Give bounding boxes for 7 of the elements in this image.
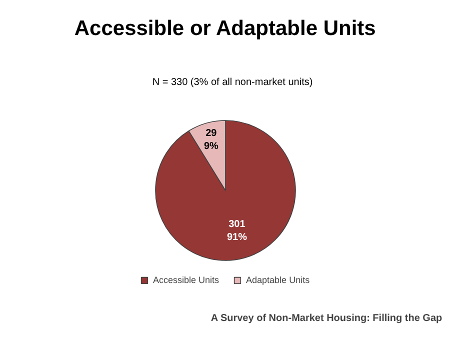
data-label: 301 91% [226, 218, 248, 244]
legend-label: Adaptable Units [246, 275, 310, 285]
legend-label: Accessible Units [153, 275, 220, 285]
chart-subtitle: N = 330 (3% of all non-market units) [152, 77, 313, 88]
text: A Survey of Non-Market Housing: Filling the Gap [210, 313, 442, 324]
data-label: 29 9% [204, 128, 219, 152]
chart-title: Accessible or Adaptable Units [74, 17, 376, 40]
